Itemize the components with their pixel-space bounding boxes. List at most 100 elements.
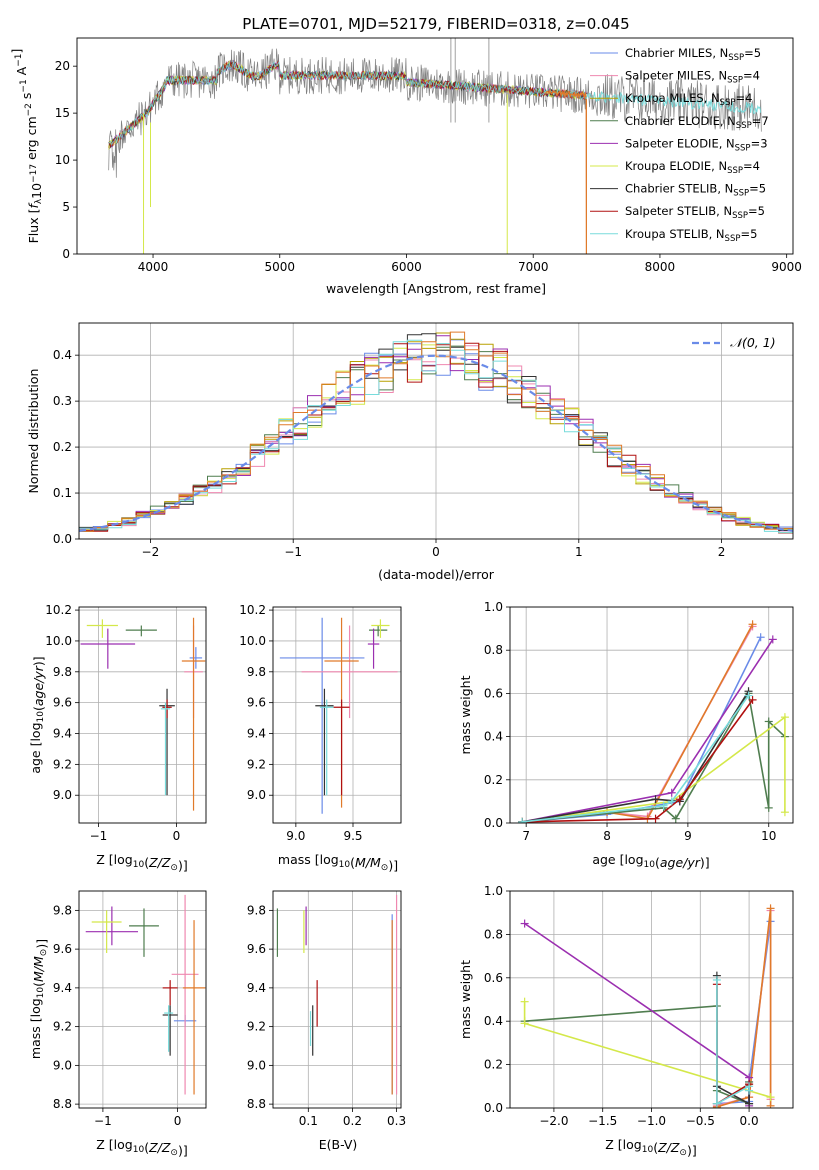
legend-tail: =5 (749, 182, 766, 196)
y-tick-label: 20 (55, 59, 70, 73)
x-axis-label: Z [log10(Z/Z⊙)] (96, 1137, 187, 1158)
label-part: )] (700, 855, 710, 870)
y-tick-label: 10.0 (45, 634, 72, 648)
y-tick-label: 0.0 (484, 816, 503, 830)
axes-frame (509, 606, 794, 824)
y-tick-label: 0.2 (53, 440, 72, 454)
label-part: ⊙ (679, 1148, 687, 1158)
mass-weight-line-chabrier_stelib (521, 690, 750, 823)
y-tick-label: 0.6 (484, 686, 503, 700)
y-tick-label: 0.4 (484, 730, 503, 744)
y-tick-label: 10 (55, 153, 70, 167)
label-part: −2 (24, 103, 34, 116)
panel-massweight-vs-age: 7 8 9 10 0.0 0.2 0.4 0.6 0.8 1.0 mass weight age [l… (458, 600, 794, 870)
y-tick-label: 9.0 (53, 1058, 72, 1072)
label-part: 10 (29, 183, 44, 199)
legend-entry: Chabrier STELIB, NSSP=5 (625, 182, 766, 199)
x-tick-label: 0 (432, 545, 440, 559)
axes-frame (78, 322, 794, 540)
y-tick-label: 9.4 (247, 727, 266, 741)
y-axis-label: Flux [fλ10−17 erg cm−2 s−1 A−1] (9, 49, 44, 244)
label-part: 10 (36, 711, 46, 723)
x-tick-label: −1 (94, 1114, 112, 1128)
x-tick-label: 9000 (771, 260, 802, 274)
y-tick-label: 0.4 (53, 348, 72, 362)
legend-entry: Kroupa ELODIE, NSSP=4 (625, 159, 760, 176)
panel-age-vs-mass: 9.0 9.5 9.0 9.2 9.4 9.6 9.8 10.0 10.2 mass [log10… (239, 603, 402, 873)
axes-frame (272, 890, 402, 1109)
mass-weight-line-kroupa_elodie (523, 1001, 771, 1098)
y-tick-label: 9.8 (247, 665, 266, 679)
label-part: 10 (642, 1145, 654, 1155)
label-part: 10 (36, 987, 46, 999)
legend-tail: =7 (752, 114, 769, 128)
label-part: )] (178, 1143, 188, 1158)
x-axis-label: E(B-V) (319, 1137, 358, 1152)
y-axis-label: age [log10(age/yr)] (28, 656, 46, 773)
label-part: )] (34, 939, 49, 949)
y-tick-label: 8.8 (53, 1097, 72, 1111)
panel-age-vs-Z: −1 09.09.29.49.69.810.010.2Z [log10(Z/Z⊙)… (28, 603, 207, 873)
y-tick-label: 10.0 (239, 634, 266, 648)
x-tick-label: 8 (603, 829, 611, 843)
plot-area (273, 891, 401, 1108)
x-tick-label: 9.0 (286, 829, 305, 843)
label-part: ⊙ (381, 863, 389, 873)
plot-area (79, 891, 206, 1108)
y-tick-label: 0.0 (53, 532, 72, 546)
legend-tail: =4 (743, 159, 760, 173)
mass-weight-line-salpeter_stelib (522, 699, 754, 823)
y-tick-label: 0.6 (484, 971, 503, 985)
y-tick-label: 15 (55, 106, 70, 120)
label-part: )] (687, 1143, 697, 1158)
x-tick-label: −1.5 (588, 1114, 617, 1128)
plot-area (510, 891, 793, 1108)
legend-entry: Chabrier ELODIE, NSSP=7 (625, 114, 769, 131)
x-axis-label: Z [log10(Z/Z⊙)] (605, 1137, 696, 1158)
label-part: age/yr (31, 665, 46, 706)
label-part: A (14, 66, 29, 79)
x-axis-label: wavelength [Angstrom, rest frame] (326, 281, 546, 296)
y-tick-label: 9.6 (53, 942, 72, 956)
x-tick-label: 0.1 (299, 1114, 318, 1128)
legend-tail: =4 (735, 91, 752, 105)
label-part: 10 (339, 860, 351, 870)
y-tick-label: 9.4 (53, 727, 72, 741)
y-tick-label: 9.6 (247, 942, 266, 956)
y-tick-label: 9.4 (247, 981, 266, 995)
label-part: )] (388, 858, 398, 873)
x-tick-label: 2 (718, 545, 726, 559)
legend-tail: =5 (748, 204, 765, 218)
y-tick-label: 10.2 (45, 603, 72, 617)
model-spectrum-cyan-tail (585, 90, 762, 114)
mass-weight-line-chabrier_elodie (522, 691, 786, 823)
y-tick-label: 0.3 (53, 394, 72, 408)
legend-text: Salpeter STELIB, N (625, 204, 732, 218)
x-tick-label: 7000 (518, 260, 549, 274)
label-part: M/M (31, 956, 46, 982)
legend-text: Kroupa STELIB, N (625, 227, 725, 241)
y-tick-label: 0.2 (484, 1058, 503, 1072)
label-part: age [log (28, 722, 43, 773)
legend-text: Kroupa ELODIE, N (625, 159, 727, 173)
label-part: λ (34, 198, 44, 204)
y-tick-label: 1.0 (484, 884, 503, 898)
legend-sub: SSP (732, 211, 748, 221)
x-tick-label: 5000 (264, 260, 295, 274)
figure-title: PLATE=0701, MJD=52179, FIBERID=0318, z=0… (242, 15, 629, 33)
legend-tail: =3 (751, 136, 768, 150)
x-tick-label: 9.5 (343, 829, 362, 843)
x-tick-label: 0.2 (343, 1114, 362, 1128)
label-part: −1 (19, 79, 29, 92)
mass-weight-line-salpeter_elodie (521, 638, 774, 823)
y-tick-label: 9.6 (53, 696, 72, 710)
y-tick-label: 8.8 (247, 1097, 266, 1111)
label-part: Z [log (605, 1137, 641, 1152)
label-part: Z [log (96, 852, 132, 867)
legend-sub: SSP (733, 189, 749, 199)
y-tick-label: 9.0 (247, 788, 266, 802)
label-part: Flux [ (26, 209, 41, 244)
histogram-orange (79, 331, 793, 539)
label-part: ( (31, 982, 46, 987)
